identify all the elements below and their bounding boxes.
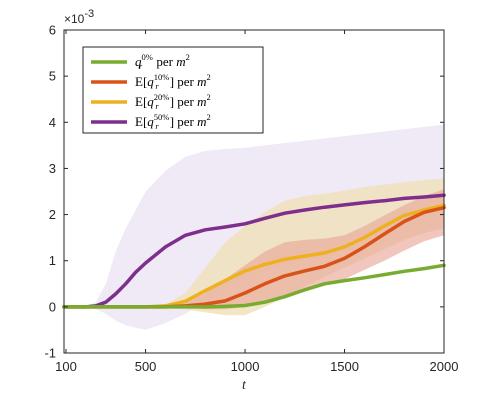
series-lines bbox=[62, 193, 446, 309]
plot-frame bbox=[63, 29, 445, 354]
y-tick-label: 3 bbox=[49, 161, 56, 176]
confidence-bands bbox=[64, 124, 444, 330]
series-line-q50 bbox=[62, 193, 446, 309]
legend-label-q50: E[q50% r] per m2 bbox=[135, 112, 211, 131]
series-line-q0 bbox=[62, 263, 446, 309]
legend-label-q0: q0% r per m2 bbox=[135, 52, 190, 71]
y-tick-label: 0 bbox=[49, 299, 56, 314]
legend: q0% r per m2E[q10% r] per m2E[q20% r] per m… bbox=[82, 46, 264, 134]
y-tick-label: -1 bbox=[44, 346, 56, 361]
y-scale-exponent: ×10-3 bbox=[64, 8, 94, 26]
legend-label-q20: E[q20% r] per m2 bbox=[135, 92, 211, 111]
x-tick-label: 1000 bbox=[231, 359, 260, 374]
y-tick-label: 1 bbox=[49, 253, 56, 268]
y-tick-label: 6 bbox=[49, 23, 56, 38]
x-tick-label: 2000 bbox=[430, 359, 459, 374]
y-tick-label: 2 bbox=[49, 207, 56, 222]
x-tick-label: 100 bbox=[55, 359, 77, 374]
x-axis-label: t bbox=[242, 378, 247, 393]
legend-label-q10: E[q10% r] per m2 bbox=[135, 72, 211, 91]
x-tick-label: 1500 bbox=[330, 359, 359, 374]
x-tick-label: 500 bbox=[135, 359, 157, 374]
y-tick-label: 5 bbox=[49, 69, 56, 84]
band-q20 bbox=[64, 178, 444, 316]
y-tick-label: 4 bbox=[49, 115, 56, 130]
axes: 100 500 1000 1500 2000 -1 0 1 2 3 4 5 6 ×10-3 t bbox=[44, 8, 458, 393]
band-q10 bbox=[64, 189, 444, 310]
